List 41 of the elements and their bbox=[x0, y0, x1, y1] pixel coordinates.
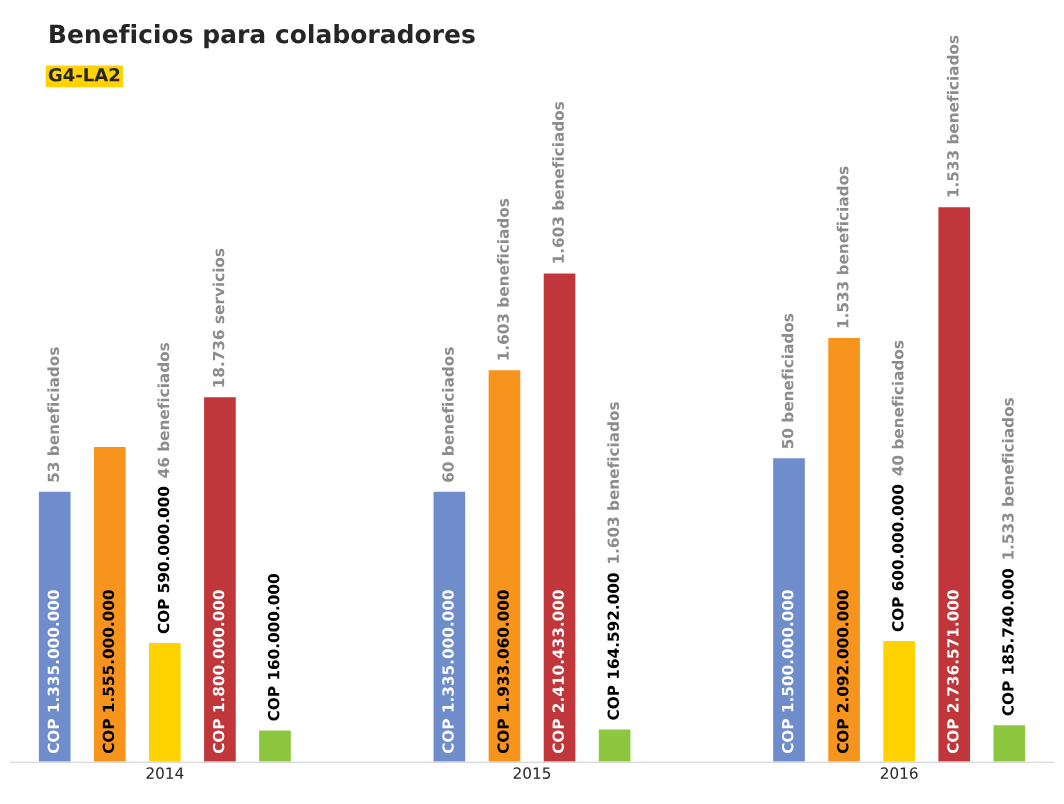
bar bbox=[881, 639, 917, 763]
bar bbox=[147, 641, 183, 763]
data-label: COP 1.335.000.000 bbox=[47, 590, 60, 754]
annotation: 1.603 beneficiados bbox=[552, 101, 564, 263]
bar bbox=[92, 445, 127, 763]
data-label: COP 590.000.000 bbox=[157, 486, 170, 634]
bar bbox=[771, 456, 807, 763]
annotation: 1.533 beneficiados bbox=[836, 166, 849, 328]
annotation: 1.603 beneficiados bbox=[497, 198, 509, 360]
annotation: 53 beneficiados bbox=[47, 347, 60, 482]
data-label: COP 1.800.000.000 bbox=[212, 590, 225, 754]
data-label: COP 1.335.000.000 bbox=[442, 590, 454, 754]
bar bbox=[202, 395, 238, 763]
bar bbox=[992, 723, 1027, 763]
annotation: 46 beneficiados bbox=[157, 342, 170, 478]
data-label: COP 1.555.000.000 bbox=[102, 590, 115, 754]
data-label: COP 164.592.000 bbox=[607, 573, 620, 720]
bar bbox=[257, 729, 293, 763]
bar bbox=[37, 490, 72, 763]
x-tick-label: 2014 bbox=[146, 767, 184, 779]
data-label: COP 2.410.433.000 bbox=[552, 590, 564, 754]
annotation: 1.533 beneficiados bbox=[1001, 398, 1014, 559]
chart-subtitle: G4-LA2 bbox=[48, 67, 120, 82]
annotation: 50 beneficiados bbox=[781, 313, 794, 449]
data-label: COP 185.740.000 bbox=[1002, 568, 1014, 716]
data-label: COP 600.000.000 bbox=[892, 484, 904, 632]
x-tick-label: 2016 bbox=[880, 767, 918, 779]
data-label: COP 2.092.000.000 bbox=[836, 590, 849, 754]
chart-title: Beneficios para colaboradores bbox=[50, 24, 475, 49]
annotation: 40 beneficiados bbox=[891, 340, 904, 476]
annotation: 18.736 servicios bbox=[212, 248, 225, 387]
data-label: COP 2.736.571.000 bbox=[947, 590, 959, 754]
text: 1.533 beneficiados bbox=[946, 35, 959, 197]
annotation: 60 beneficiados bbox=[442, 347, 454, 482]
bar bbox=[937, 205, 972, 763]
annotation: 1.603 beneficiados bbox=[607, 402, 620, 563]
x-tick-label: 2015 bbox=[513, 767, 551, 779]
bar bbox=[826, 336, 862, 763]
data-label: COP 1.933.060.000 bbox=[497, 590, 509, 754]
data-label: COP 160.000.000 bbox=[267, 574, 280, 721]
data-label: COP 1.500.000.000 bbox=[781, 590, 794, 754]
